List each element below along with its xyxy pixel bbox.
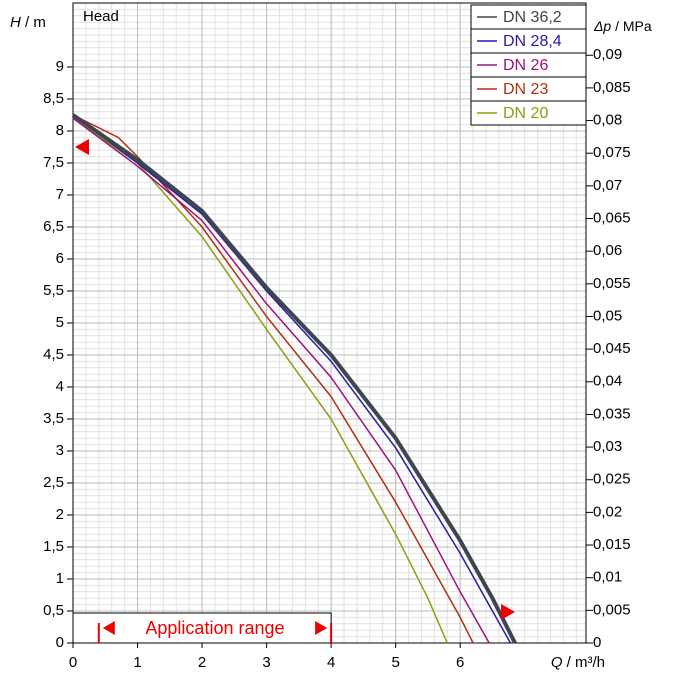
y2-tick-label: 0,07 <box>593 177 622 194</box>
x-label-unit: / m³/h <box>567 654 605 671</box>
y-tick-label: 5,5 <box>43 282 64 299</box>
y-label-symbol: H <box>10 14 21 31</box>
flow-marker <box>501 604 516 620</box>
y2-label-unit: / MPa <box>615 18 652 34</box>
arrow-right <box>315 621 328 635</box>
y2-tick-label: 0,045 <box>593 340 631 357</box>
y2-tick-label: 0,035 <box>593 405 631 422</box>
x-tick-label: 3 <box>262 654 270 671</box>
legend: DN 36,2 DN 28,4 DN 26 DN 23 DN 20 <box>470 4 587 126</box>
y-tick-label: 6,5 <box>43 218 64 235</box>
y-tick-label: 7,5 <box>43 154 64 171</box>
y2-tick-label: 0,01 <box>593 569 622 586</box>
y-tick-label: 0 <box>56 634 64 651</box>
series-line <box>72 114 474 644</box>
y2-axis-label: Δp / MPa <box>593 18 652 34</box>
y2-label-symbol: Δp <box>593 18 611 34</box>
series-line <box>72 117 490 644</box>
application-range-box <box>72 612 332 644</box>
y2-tick-label: 0 <box>593 634 601 651</box>
series-line <box>71 113 517 644</box>
y-tick-label: 8,5 <box>43 90 64 107</box>
legend-label: DN 23 <box>503 81 548 98</box>
x-tick-label: 0 <box>69 654 77 671</box>
x-tick-label: 4 <box>327 654 335 671</box>
x-tick-label: 5 <box>391 654 399 671</box>
y2-tick-label: 0,055 <box>593 275 631 292</box>
arrow-left <box>102 621 115 635</box>
y2-tick-label: 0,06 <box>593 242 622 259</box>
y2-tick-label: 0,015 <box>593 536 631 553</box>
series-line <box>72 114 512 644</box>
x-tick-label: 1 <box>133 654 141 671</box>
y-tick-label: 7 <box>56 186 64 203</box>
y2-tick-label: 0,005 <box>593 601 631 618</box>
y2-tick-label: 0,075 <box>593 144 631 161</box>
legend-label: DN 20 <box>503 105 548 122</box>
y-tick-label: 5 <box>56 314 64 331</box>
x-axis-label: Q / m³/h <box>551 654 605 671</box>
y-tick-label: 2,5 <box>43 474 64 491</box>
x-tick-label: 6 <box>456 654 464 671</box>
y-label-unit: / m <box>25 14 46 31</box>
x-tick-label: 2 <box>198 654 206 671</box>
y2-tick-label: 0,03 <box>593 438 622 455</box>
y-tick-label: 6 <box>56 250 64 267</box>
chart-title: Head <box>83 8 119 25</box>
y2-tick-label: 0,025 <box>593 471 631 488</box>
y-tick-label: 4,5 <box>43 346 64 363</box>
y2-tick-label: 0,065 <box>593 209 631 226</box>
y2-tick-label: 0,02 <box>593 503 622 520</box>
y2-tick-label: 0,04 <box>593 373 622 390</box>
y-tick-label: 4 <box>56 378 64 395</box>
y-tick-label: 1,5 <box>43 538 64 555</box>
legend-label: DN 26 <box>503 57 548 74</box>
y-tick-label: 3,5 <box>43 410 64 427</box>
y-tick-label: 2 <box>56 506 64 523</box>
x-label-symbol: Q <box>551 654 563 671</box>
y-tick-label: 3 <box>56 442 64 459</box>
legend-label: DN 36,2 <box>503 9 562 26</box>
y2-tick-label: 0,085 <box>593 79 631 96</box>
y-tick-label: 9 <box>56 58 64 75</box>
head-marker <box>75 139 89 155</box>
y-tick-label: 1 <box>56 570 64 587</box>
y-axis-label: H / m <box>10 14 46 31</box>
y-tick-label: 0,5 <box>43 602 64 619</box>
y2-tick-label: 0,05 <box>593 307 622 324</box>
y2-tick-label: 0,08 <box>593 112 622 129</box>
y-tick-label: 8 <box>56 122 64 139</box>
legend-label: DN 28,4 <box>503 33 562 50</box>
y2-tick-label: 0,09 <box>593 46 622 63</box>
application-range-label: Application range <box>145 618 284 638</box>
